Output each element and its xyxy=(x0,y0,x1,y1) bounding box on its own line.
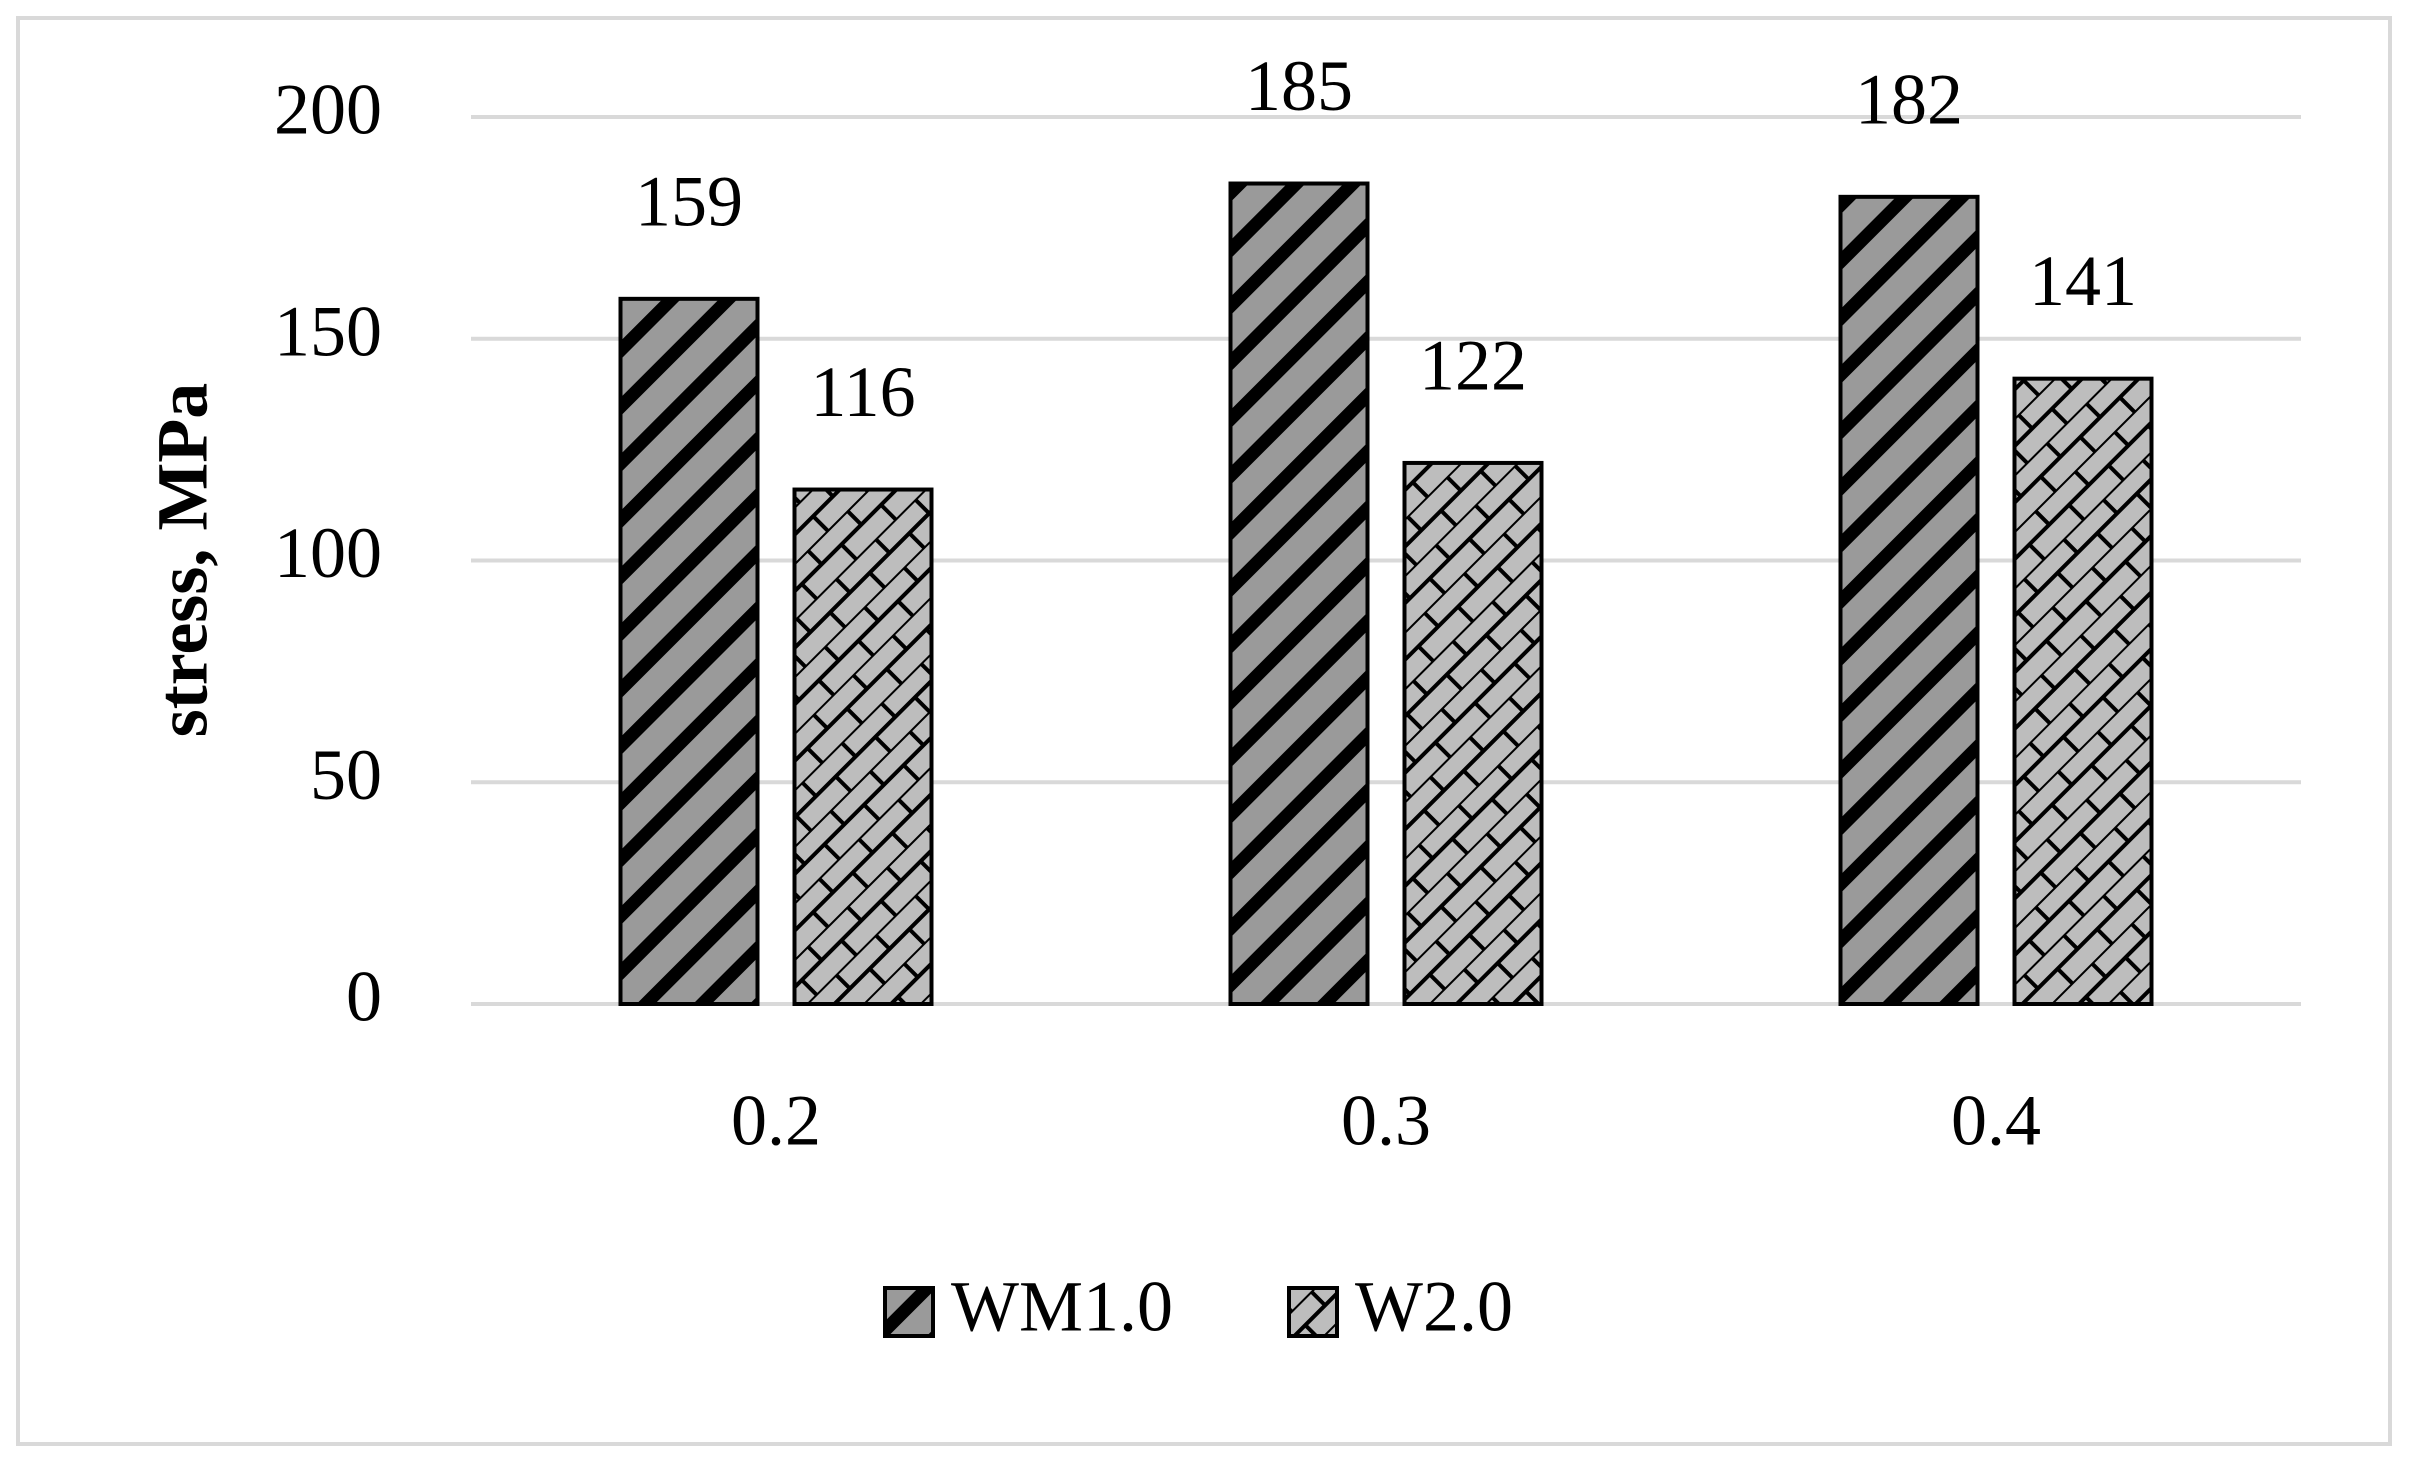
y-tick-label: 200 xyxy=(274,70,382,150)
legend-label: WM1.0 xyxy=(951,1267,1173,1347)
bar xyxy=(1838,194,1980,1006)
value-label: 122 xyxy=(1419,325,1527,405)
value-label: 182 xyxy=(1855,59,1963,139)
legend-swatch xyxy=(1287,1286,1339,1338)
y-tick-label: 150 xyxy=(274,291,382,371)
bar xyxy=(2012,376,2154,1007)
y-tick-label: 0 xyxy=(346,957,382,1037)
bar xyxy=(618,296,760,1006)
value-label: 141 xyxy=(2029,241,2137,321)
legend-swatch xyxy=(883,1286,935,1338)
x-tick-label: 0.4 xyxy=(1951,1081,2041,1161)
y-tick-label: 50 xyxy=(310,735,382,815)
value-label: 116 xyxy=(810,352,915,432)
y-tick-label: 100 xyxy=(274,513,382,593)
x-tick-label: 0.2 xyxy=(731,1081,821,1161)
bar xyxy=(1402,460,1544,1006)
bar xyxy=(1228,181,1370,1006)
legend-label: W2.0 xyxy=(1355,1267,1513,1347)
chart-border xyxy=(16,16,2392,1446)
value-label: 159 xyxy=(635,161,743,241)
x-tick-label: 0.3 xyxy=(1341,1081,1431,1161)
y-axis-label: stress, MPa xyxy=(143,383,223,738)
value-label: 185 xyxy=(1245,46,1353,126)
bar xyxy=(792,487,934,1007)
